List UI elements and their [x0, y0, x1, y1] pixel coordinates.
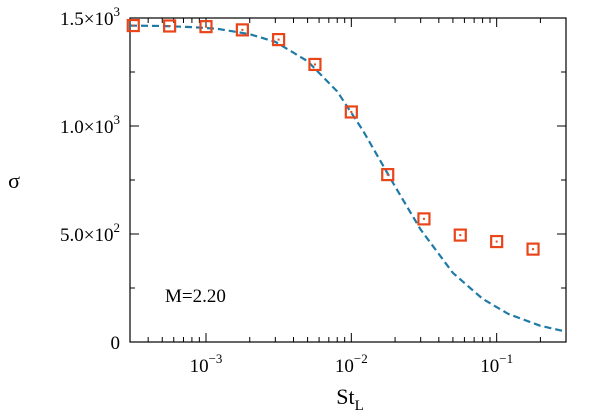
- fit-curve: [129, 24, 567, 333]
- x-axis-label-main: St: [336, 384, 354, 409]
- x-tick-label-base: 10: [335, 356, 354, 377]
- x-axis-label: StL: [336, 384, 364, 414]
- data-markers: [126, 18, 540, 256]
- y-tick-label: 1.0×103: [60, 112, 120, 138]
- data-point: [126, 18, 140, 33]
- y-tick-label-exp: 3: [114, 112, 121, 127]
- data-point: [308, 57, 322, 72]
- data-point: [344, 105, 358, 119]
- data-point-center: [495, 240, 498, 243]
- data-point-center: [204, 25, 207, 28]
- y-tick-label-exp: 3: [114, 4, 121, 19]
- x-axis-label-sub: L: [355, 398, 364, 414]
- data-point: [199, 20, 213, 34]
- annotation-label: M=2.20: [165, 286, 226, 307]
- y-tick-label-mantissa: 1.5×10: [60, 9, 113, 30]
- data-point-center: [350, 110, 353, 113]
- x-tick-label: 10−3: [190, 351, 223, 377]
- x-tick-label: 10−1: [480, 351, 513, 377]
- y-tick-label-mantissa: 5.0×10: [60, 225, 113, 246]
- y-tick-label-exp: 2: [114, 220, 121, 235]
- data-point: [235, 23, 249, 37]
- data-point: [163, 19, 177, 33]
- x-tick-label-exp: −1: [499, 351, 513, 366]
- data-point: [526, 242, 540, 256]
- y-tick-label: 0: [111, 333, 121, 354]
- x-tick-label-exp: −3: [209, 351, 223, 366]
- fit-line: [129, 24, 567, 333]
- data-point: [417, 212, 431, 226]
- x-tick-label: 10−2: [335, 351, 368, 377]
- x-tick-label-exp: −2: [354, 351, 368, 366]
- data-point: [272, 32, 286, 47]
- y-tick-label: 1.5×103: [60, 4, 120, 30]
- y-tick-label: 5.0×102: [60, 220, 120, 246]
- x-tick-label-base: 10: [190, 356, 209, 377]
- axis-ticks: [129, 17, 566, 343]
- data-point: [453, 228, 467, 242]
- data-point: [381, 168, 395, 182]
- data-point-center: [132, 24, 135, 27]
- data-point-center: [277, 38, 280, 41]
- y-tick-label-mantissa: 1.0×10: [60, 117, 113, 138]
- data-point-center: [386, 173, 389, 176]
- data-point-center: [532, 248, 535, 251]
- data-point-center: [241, 28, 244, 31]
- data-point-center: [422, 217, 425, 220]
- data-point-center: [313, 63, 316, 66]
- data-point-center: [459, 234, 462, 237]
- y-tick-label-mantissa: 0: [111, 333, 121, 354]
- data-point-center: [168, 24, 171, 27]
- y-axis-label: σ: [8, 168, 20, 193]
- x-tick-label-base: 10: [480, 356, 499, 377]
- data-point: [490, 234, 504, 249]
